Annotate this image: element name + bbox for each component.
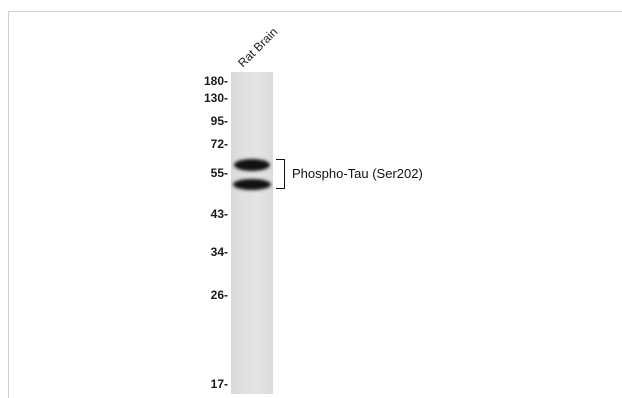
marker-17: 17-	[210, 377, 228, 391]
marker-34: 34-	[210, 245, 228, 259]
upper-band	[234, 159, 270, 171]
marker-130: 130-	[203, 91, 228, 105]
marker-72: 72-	[210, 137, 228, 151]
marker-95: 95-	[210, 114, 228, 128]
marker-55: 55-	[210, 166, 228, 180]
marker-26: 26-	[210, 288, 228, 302]
band-bracket	[276, 159, 285, 189]
lower-band	[233, 179, 271, 190]
marker-43: 43-	[210, 207, 228, 221]
marker-180: 180-	[203, 74, 228, 88]
blot-lane	[231, 72, 273, 394]
figure-frame	[8, 11, 622, 398]
band-label: Phospho-Tau (Ser202)	[292, 166, 423, 181]
